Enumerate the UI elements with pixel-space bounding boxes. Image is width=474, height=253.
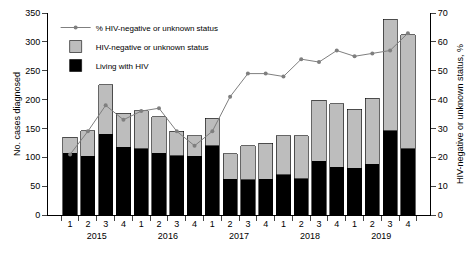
svg-text:250: 250: [25, 66, 40, 76]
svg-text:30: 30: [438, 124, 448, 134]
svg-text:60: 60: [438, 37, 448, 47]
svg-text:Living with HIV: Living with HIV: [96, 62, 150, 71]
svg-text:1: 1: [352, 219, 357, 229]
svg-text:1: 1: [68, 219, 73, 229]
svg-text:200: 200: [25, 95, 40, 105]
svg-text:3: 3: [174, 219, 179, 229]
svg-text:4: 4: [405, 219, 410, 229]
svg-text:100: 100: [25, 152, 40, 162]
svg-text:1: 1: [139, 219, 144, 229]
svg-text:3: 3: [103, 219, 108, 229]
svg-text:% HIV-negative or unknown stat: % HIV-negative or unknown status: [96, 24, 218, 33]
svg-text:10: 10: [438, 181, 448, 191]
svg-text:0: 0: [438, 210, 443, 220]
svg-text:No. cases diagnosed: No. cases diagnosed: [12, 72, 22, 156]
svg-text:2: 2: [299, 219, 304, 229]
svg-text:2017: 2017: [229, 231, 249, 241]
svg-text:2: 2: [85, 219, 90, 229]
svg-text:2015: 2015: [87, 231, 107, 241]
svg-text:2019: 2019: [371, 231, 391, 241]
svg-text:20: 20: [438, 152, 448, 162]
svg-text:2: 2: [228, 219, 233, 229]
svg-text:50: 50: [438, 66, 448, 76]
svg-text:2: 2: [370, 219, 375, 229]
svg-text:70: 70: [438, 8, 448, 18]
svg-text:HIV-negative or unknown status: HIV-negative or unknown status, %: [455, 44, 465, 184]
svg-text:2: 2: [156, 219, 161, 229]
svg-text:4: 4: [121, 219, 126, 229]
svg-text:HIV-negative or unknown status: HIV-negative or unknown status: [96, 43, 209, 52]
svg-text:1: 1: [210, 219, 215, 229]
svg-text:1: 1: [281, 219, 286, 229]
svg-text:4: 4: [334, 219, 339, 229]
svg-text:3: 3: [245, 219, 250, 229]
svg-text:4: 4: [263, 219, 268, 229]
svg-text:50: 50: [30, 181, 40, 191]
svg-text:3: 3: [317, 219, 322, 229]
svg-text:2018: 2018: [300, 231, 320, 241]
svg-text:4: 4: [192, 219, 197, 229]
svg-text:300: 300: [25, 37, 40, 47]
svg-text:3: 3: [388, 219, 393, 229]
svg-text:350: 350: [25, 8, 40, 18]
svg-text:40: 40: [438, 95, 448, 105]
svg-text:2016: 2016: [158, 231, 178, 241]
svg-text:150: 150: [25, 124, 40, 134]
svg-text:0: 0: [35, 210, 40, 220]
